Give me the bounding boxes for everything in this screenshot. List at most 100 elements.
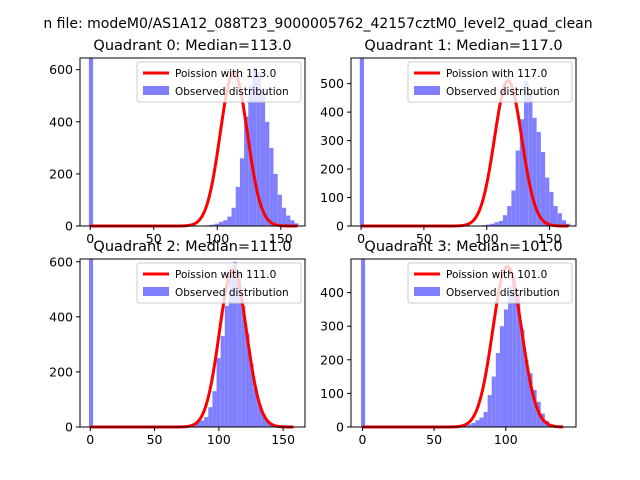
legend-poisson-label: Poission with 111.0 — [175, 269, 276, 281]
histogram-bar — [532, 390, 537, 427]
histogram-bar — [281, 207, 287, 226]
histogram-bar — [471, 422, 476, 427]
histogram-bar — [237, 272, 242, 427]
legend-box — [136, 262, 302, 304]
y-tick-label: 600 — [49, 254, 73, 269]
histogram-bar — [528, 92, 533, 226]
histogram-bar — [561, 220, 567, 226]
histogram-bar — [269, 147, 274, 226]
histogram-bar — [216, 358, 221, 427]
histogram-bar — [204, 417, 209, 427]
x-tick-label: 100 — [475, 231, 499, 246]
y-tick-label: 300 — [320, 133, 344, 148]
x-tick-label: 0 — [86, 432, 94, 447]
histogram-bar — [491, 376, 496, 427]
histogram-bar — [245, 333, 250, 427]
histogram-bar — [228, 272, 233, 427]
histogram-bar — [224, 305, 229, 427]
axes-frame — [350, 57, 577, 227]
histogram-bar — [508, 285, 513, 427]
legend-observed-label: Observed distribution — [175, 86, 289, 98]
legend: Poission with 101.0 Observed distribution — [407, 262, 573, 304]
histogram-bar — [519, 119, 525, 226]
histogram-bar — [260, 87, 266, 226]
y-tick-label: 100 — [320, 190, 344, 205]
histogram-bar — [498, 220, 503, 226]
histogram-bar — [515, 150, 520, 226]
histogram-bar — [200, 420, 205, 427]
y-tick-label: 400 — [320, 285, 344, 300]
axes-frame — [79, 57, 306, 227]
histogram-bar — [249, 363, 254, 427]
histogram-bar — [195, 422, 201, 427]
histogram-bar — [467, 424, 472, 427]
histogram-bar — [486, 224, 491, 226]
histogram-bar — [265, 121, 270, 226]
panel-quadrant-3: 0 50 100 0 100 200 300 400 Quadrant 3: Median=10… — [320, 239, 577, 447]
y-tick-label: 100 — [320, 386, 344, 401]
histogram-bar — [553, 206, 558, 226]
histogram-bar — [479, 417, 484, 427]
y-tick-label: 500 — [320, 76, 344, 91]
histogram-bar — [223, 220, 228, 226]
legend-observed-label: Observed distribution — [446, 86, 560, 98]
x-tick-label: 0 — [86, 231, 94, 246]
histogram-bar — [252, 67, 257, 227]
histogram-bar — [540, 151, 546, 226]
histogram-bar — [557, 213, 562, 226]
legend-observed-swatch — [414, 86, 440, 95]
y-tick-label: 200 — [320, 162, 344, 177]
legend-box — [407, 262, 573, 304]
x-tick-label: 0 — [357, 231, 365, 246]
y-tick-label: 400 — [49, 114, 73, 129]
histogram-bar — [290, 220, 295, 226]
histogram-bar — [503, 309, 509, 427]
histogram-bar — [545, 177, 550, 226]
y-tick-label: 0 — [336, 420, 344, 435]
histogram-bar — [516, 292, 521, 427]
histogram-bar — [532, 117, 537, 226]
legend-observed-swatch — [143, 287, 169, 296]
histogram-bar — [273, 173, 278, 226]
histogram-bar — [528, 373, 533, 427]
histogram-bar — [218, 221, 224, 226]
histogram-bar — [495, 353, 500, 427]
histogram-bar — [536, 132, 541, 226]
y-tick-label: 600 — [49, 62, 73, 77]
histogram-bar — [239, 158, 245, 226]
histogram-bar — [265, 420, 271, 427]
histogram-bar — [524, 80, 529, 226]
legend-box — [407, 61, 573, 103]
x-tick-label: 50 — [416, 231, 432, 246]
histogram-bar — [487, 395, 492, 427]
legend-observed-swatch — [414, 287, 440, 296]
legend-observed-label: Observed distribution — [175, 287, 289, 299]
histogram-bar — [220, 336, 225, 427]
histogram-bar — [475, 420, 480, 427]
histogram-bar — [507, 206, 512, 226]
observed-histogram — [359, 58, 571, 226]
histogram-bar — [286, 215, 291, 226]
legend-poisson-label: Poission with 113.0 — [175, 68, 276, 80]
legend-poisson-label: Poission with 117.0 — [446, 68, 547, 80]
y-tick-label: 0 — [65, 219, 73, 234]
histogram-bar — [256, 72, 261, 226]
histogram-bar — [214, 223, 219, 226]
x-tick-label: 150 — [538, 231, 562, 246]
panel-title: Quadrant 0: Median=113.0 — [93, 38, 291, 54]
y-tick-label: 200 — [49, 364, 73, 379]
histogram-bar — [88, 58, 94, 226]
histogram-bar — [89, 259, 94, 427]
histogram-bar — [502, 215, 508, 226]
y-tick-label: 200 — [320, 352, 344, 367]
figure-suptitle: n file: modeM0/AS1A12_088T23_9000005762_… — [43, 16, 592, 32]
histogram-bar — [494, 222, 499, 226]
y-tick-label: 400 — [49, 309, 73, 324]
y-tick-label: 200 — [49, 166, 73, 181]
y-tick-label: 0 — [65, 420, 73, 435]
histogram-bar — [490, 223, 495, 226]
histogram-bar — [512, 275, 517, 427]
x-tick-label: 150 — [271, 432, 295, 447]
y-tick-label: 300 — [320, 319, 344, 334]
histogram-bar — [524, 359, 529, 427]
